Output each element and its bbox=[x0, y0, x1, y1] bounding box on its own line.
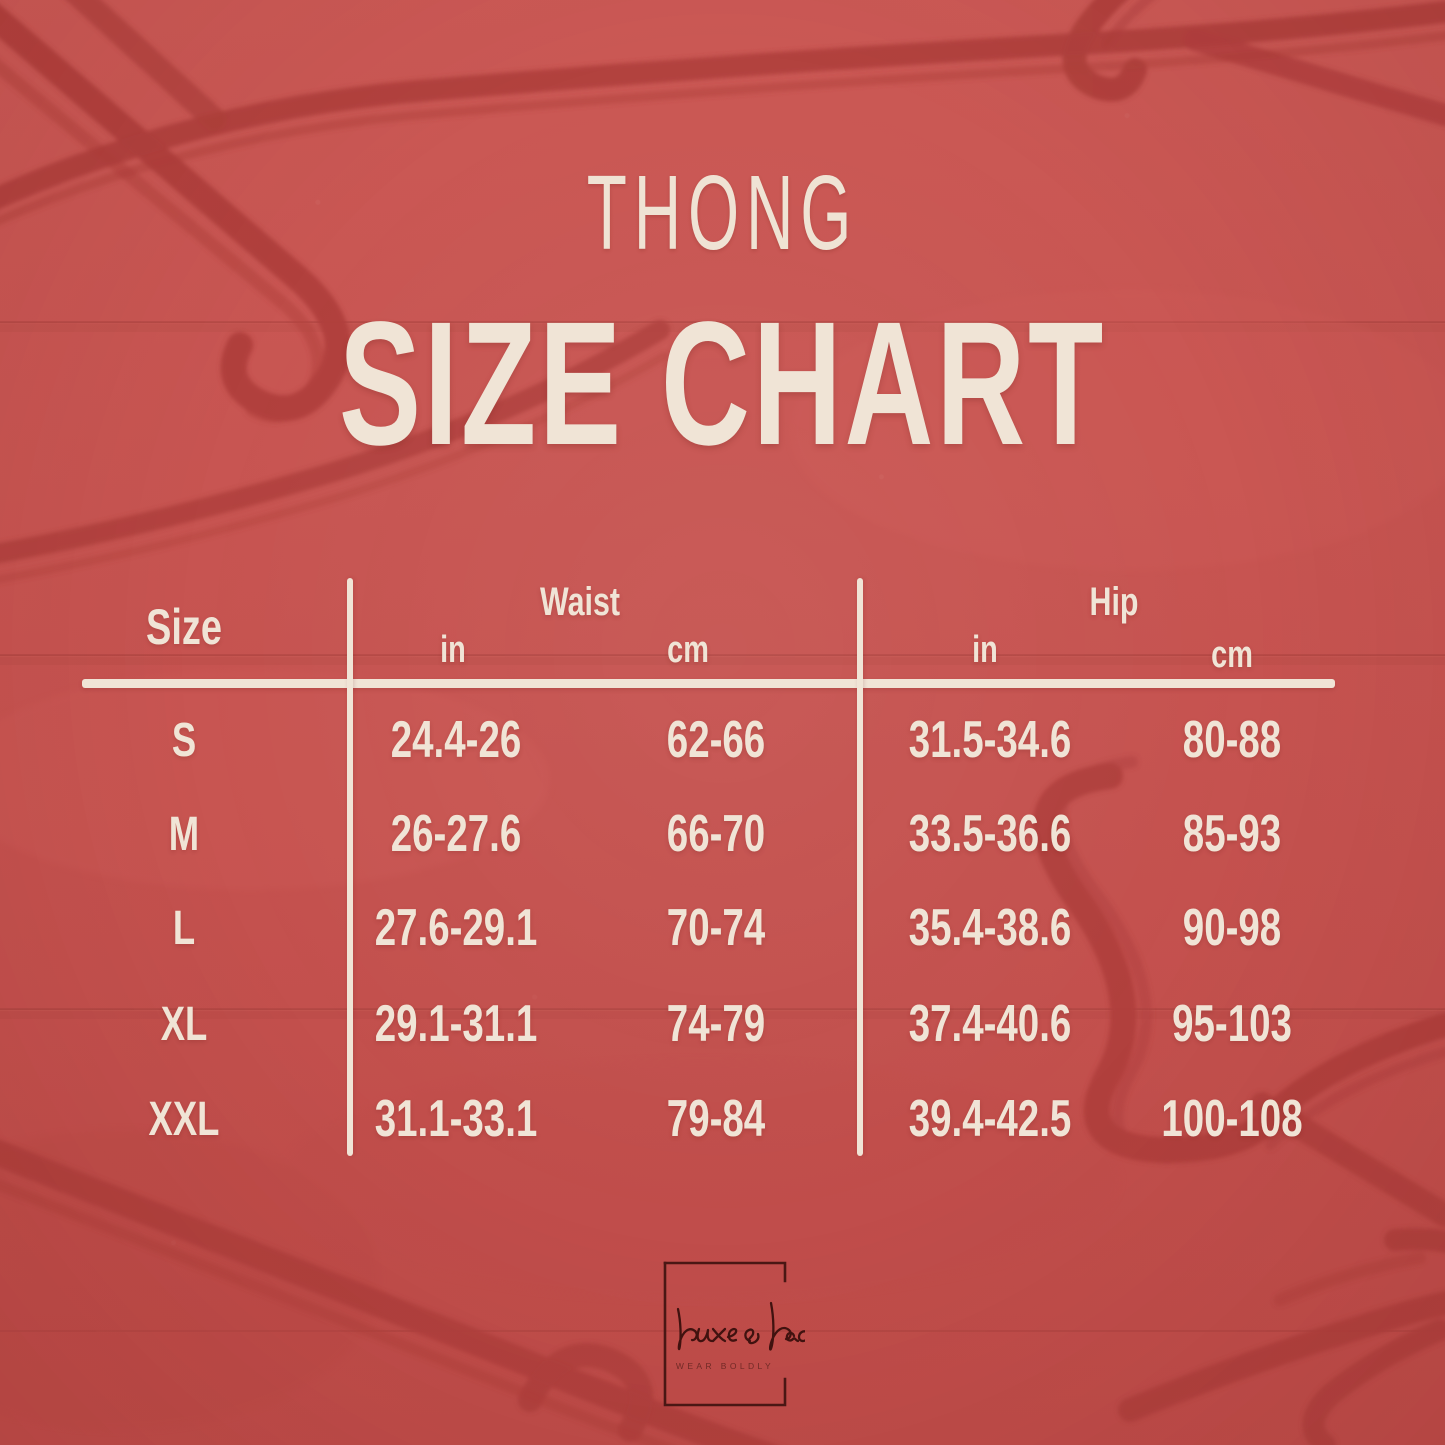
logo-tagline: WEAR BOLDLY bbox=[676, 1361, 774, 1371]
table-row-hip-cm: 100-108 bbox=[1161, 1090, 1303, 1148]
table-row-waist-cm: 66-70 bbox=[666, 805, 766, 863]
hanger-top-left bbox=[0, 0, 351, 423]
column-header-hip-in: in bbox=[972, 629, 998, 671]
hanger-bottom-right bbox=[1118, 1228, 1445, 1422]
table-row-waist-cm: 74-79 bbox=[666, 995, 766, 1053]
hanger-right-edge-hook bbox=[1302, 1319, 1445, 1445]
table-row-hip-in: 33.5-36.6 bbox=[908, 805, 1072, 863]
column-group-waist: Waist bbox=[540, 580, 620, 624]
table-row-hip-in: 39.4-42.5 bbox=[908, 1090, 1072, 1148]
column-group-hip: Hip bbox=[1089, 580, 1139, 624]
table-row-hip-in: 35.4-38.6 bbox=[908, 899, 1072, 957]
table-row-waist-cm: 70-74 bbox=[666, 899, 766, 957]
hanger-top-right bbox=[1062, 0, 1445, 126]
table-row-waist-cm: 79-84 bbox=[666, 1090, 766, 1148]
table-row-size: XXL bbox=[148, 1093, 220, 1146]
table-row-size: M bbox=[168, 808, 200, 861]
table-row-size: L bbox=[172, 902, 196, 955]
hanger-bar-left bbox=[0, 320, 670, 584]
table-row-size: XL bbox=[160, 998, 208, 1051]
logo-wordmark bbox=[676, 1301, 805, 1351]
hanger-bottom-left bbox=[0, 1139, 777, 1445]
hanger-right-hook bbox=[1032, 756, 1445, 1227]
table-row-waist-cm: 62-66 bbox=[666, 711, 766, 769]
table-row-size: S bbox=[171, 714, 197, 767]
table-row-waist-in: 29.1-31.1 bbox=[374, 995, 538, 1053]
table-row-hip-cm: 90-98 bbox=[1182, 899, 1282, 957]
table-row-waist-in: 24.4-26 bbox=[390, 711, 522, 769]
table-row-hip-cm: 80-88 bbox=[1182, 711, 1282, 769]
table-row-waist-in: 31.1-33.1 bbox=[374, 1090, 538, 1148]
column-header-size: Size bbox=[145, 599, 223, 655]
table-row-waist-in: 27.6-29.1 bbox=[374, 899, 538, 957]
table-row-waist-in: 26-27.6 bbox=[390, 805, 522, 863]
logo-frame bbox=[663, 1261, 787, 1407]
hanger-bottom-hook bbox=[518, 1343, 654, 1442]
table-row-hip-in: 37.4-40.6 bbox=[908, 995, 1072, 1053]
table-row-hip-in: 31.5-34.6 bbox=[908, 711, 1072, 769]
table-row-hip-cm: 85-93 bbox=[1182, 805, 1282, 863]
column-header-hip-cm: cm bbox=[1211, 634, 1253, 676]
brand-logo[interactable]: WEAR BOLDLY bbox=[645, 1253, 805, 1416]
column-header-waist-in: in bbox=[440, 629, 466, 671]
table-row-hip-cm: 95-103 bbox=[1172, 995, 1292, 1053]
column-header-waist-cm: cm bbox=[667, 629, 709, 671]
